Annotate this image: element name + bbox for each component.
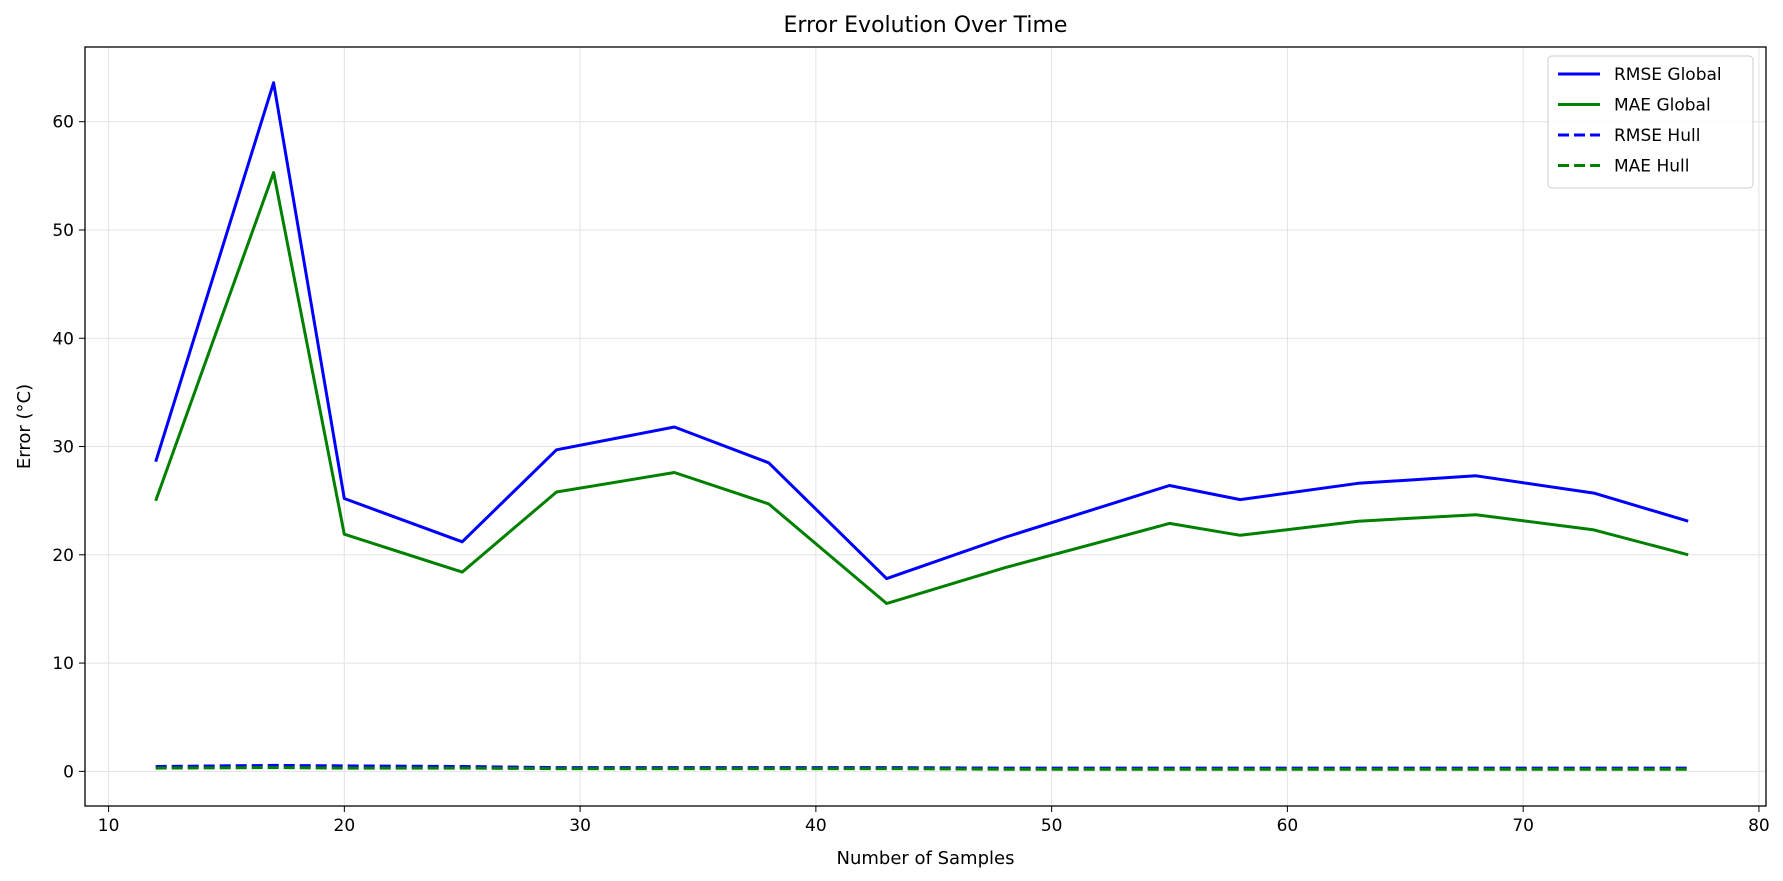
legend-label: MAE Hull — [1614, 157, 1689, 177]
y-tick-label: 20 — [52, 546, 74, 566]
x-tick-label: 60 — [1277, 816, 1299, 836]
legend-label: RMSE Hull — [1614, 126, 1700, 146]
y-tick-label: 40 — [52, 329, 74, 349]
x-axis-label: Number of Samples — [837, 848, 1015, 869]
y-tick-label: 10 — [52, 654, 74, 674]
y-tick-label: 60 — [52, 113, 74, 133]
x-tick-label: 20 — [334, 816, 356, 836]
legend-box — [1547, 55, 1754, 189]
series-line-rmse-global — [154, 81, 1689, 581]
y-tick-label: 0 — [63, 762, 74, 782]
series-line-mae-hull — [155, 766, 1689, 771]
x-tick-label: 30 — [569, 816, 591, 836]
plot-frame — [84, 46, 1767, 807]
y-tick-label: 50 — [52, 221, 74, 241]
legend-label: MAE Global — [1614, 96, 1711, 116]
axis-ticks: 10 20 30 40 50 60 70 80 0 10 20 30 40 50 60 — [52, 113, 1769, 836]
y-axis-label: Error (°C) — [14, 384, 35, 469]
series-line-mae-global — [154, 171, 1689, 605]
legend: RMSE Global MAE Global RMSE Hull MAE Hull — [1547, 55, 1754, 189]
x-tick-label: 10 — [98, 816, 120, 836]
y-tick-label: 30 — [52, 438, 74, 458]
chart-title: Error Evolution Over Time — [784, 13, 1068, 38]
x-tick-label: 50 — [1041, 816, 1063, 836]
x-tick-label: 70 — [1512, 816, 1534, 836]
grid — [85, 47, 1766, 806]
series-group — [154, 81, 1689, 771]
x-tick-label: 80 — [1748, 816, 1770, 836]
x-tick-label: 40 — [805, 816, 827, 836]
legend-label: RMSE Global — [1614, 65, 1722, 85]
